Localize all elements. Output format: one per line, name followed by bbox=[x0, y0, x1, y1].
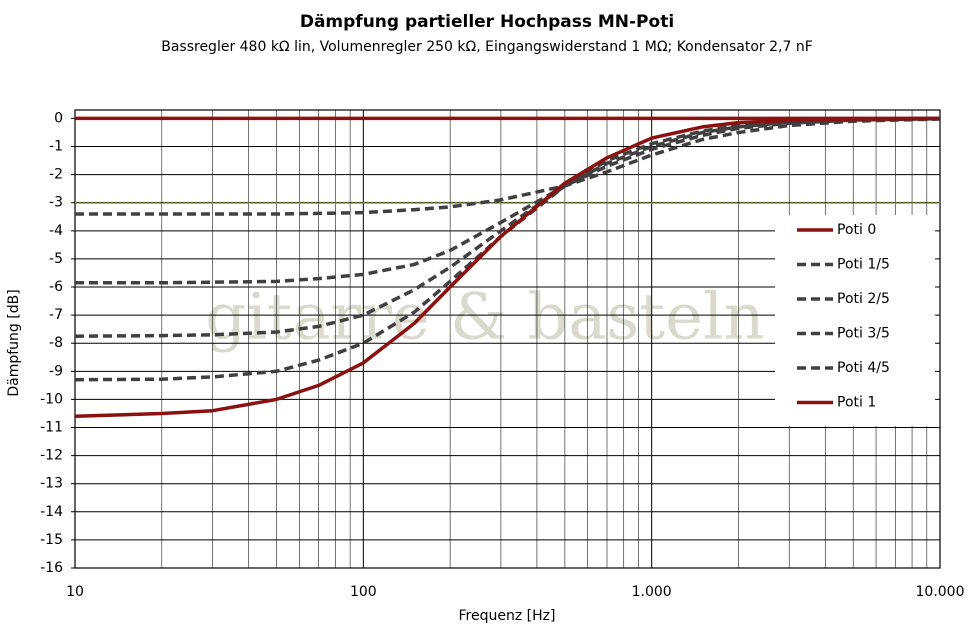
y-tick-label: -14 bbox=[40, 504, 63, 520]
y-tick-label: -3 bbox=[49, 195, 63, 211]
legend-label: Poti 0 bbox=[837, 222, 876, 238]
y-axis-label: Dämpfung [dB] bbox=[6, 289, 22, 396]
y-tick-label: -12 bbox=[40, 448, 63, 464]
series-line bbox=[74, 116, 941, 419]
plot-border bbox=[74, 109, 941, 569]
x-tick-label: 10.000 bbox=[916, 584, 965, 600]
y-tick-label: -4 bbox=[49, 223, 63, 239]
y-tick-label: -16 bbox=[40, 560, 63, 576]
x-axis-label: Frequenz [Hz] bbox=[459, 608, 556, 624]
y-tick-label: -7 bbox=[49, 307, 63, 323]
chart-title: Dämpfung partieller Hochpass MN-Poti bbox=[300, 12, 674, 32]
y-tick-label: -8 bbox=[49, 335, 63, 351]
watermark: gitarre & basteln bbox=[205, 281, 764, 355]
series-line bbox=[75, 116, 941, 285]
x-tick-label: 1.000 bbox=[632, 584, 672, 600]
legend-label: Poti 4/5 bbox=[837, 360, 890, 376]
y-tick-label: -5 bbox=[49, 251, 63, 267]
legend-label: Poti 1 bbox=[837, 395, 876, 411]
y-tick-label: -1 bbox=[49, 139, 63, 155]
series-line bbox=[74, 116, 941, 338]
y-tick-label: -10 bbox=[40, 391, 63, 407]
y-tick-label: -15 bbox=[40, 532, 63, 548]
y-tick-label: -6 bbox=[49, 279, 63, 295]
y-tick-label: 0 bbox=[54, 110, 63, 126]
y-tick-label: -2 bbox=[49, 167, 63, 183]
x-tick-label: 100 bbox=[350, 584, 377, 600]
legend-box bbox=[775, 215, 935, 426]
chart-subtitle: Bassregler 480 kΩ lin, Volumenregler 250… bbox=[161, 39, 813, 55]
legend-label: Poti 2/5 bbox=[837, 291, 890, 307]
y-tick-label: -11 bbox=[40, 420, 63, 436]
legend-label: Poti 3/5 bbox=[837, 326, 890, 342]
x-tick-label: 10 bbox=[66, 584, 84, 600]
y-tick-label: -9 bbox=[49, 363, 63, 379]
series-line bbox=[75, 117, 941, 216]
y-tick-label: -13 bbox=[40, 476, 63, 492]
legend-label: Poti 1/5 bbox=[837, 257, 890, 273]
